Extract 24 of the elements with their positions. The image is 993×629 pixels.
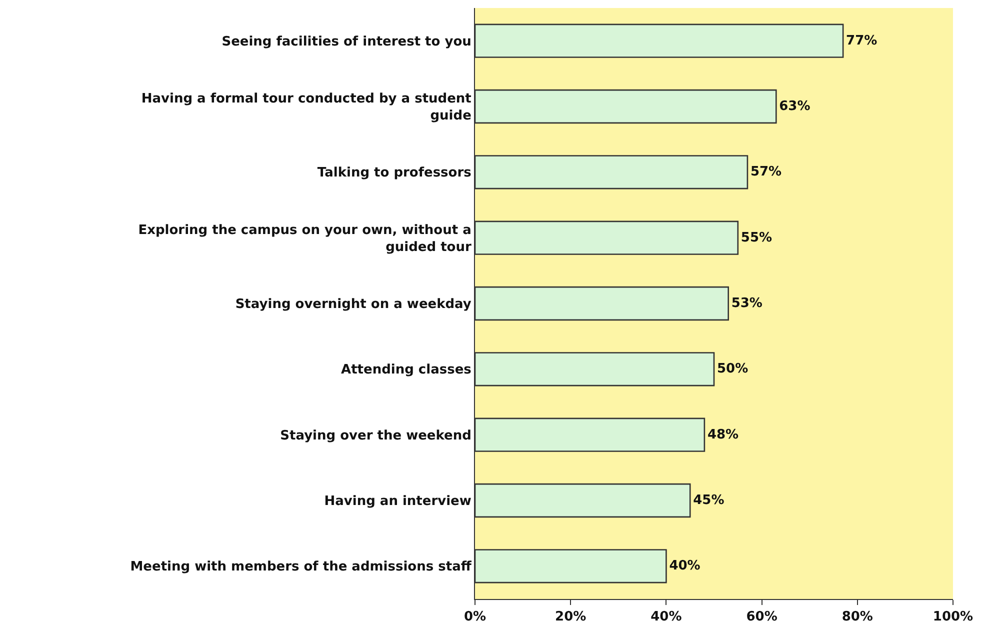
x-tick-label: 80% (842, 610, 873, 625)
y-tick-label: Talking to professors (317, 166, 472, 181)
x-tick-label: 40% (650, 610, 682, 625)
data-label: 40% (669, 558, 700, 574)
y-tick-label: Staying overnight on a weekday (235, 297, 472, 312)
x-tick-label: 60% (746, 610, 778, 625)
y-tick-label: Attending classes (341, 362, 472, 378)
x-tick-label: 100% (932, 610, 974, 625)
x-tick-label: 20% (555, 610, 586, 625)
data-label: 55% (740, 230, 772, 246)
x-tick-label: 0% (464, 610, 486, 625)
data-label: 48% (707, 427, 739, 442)
data-label: 53% (731, 296, 762, 311)
data-label: 57% (750, 164, 782, 180)
data-label: 77% (846, 33, 878, 48)
y-tick-label: Meeting with members of the admissions staff (130, 560, 472, 575)
data-label: 63% (779, 99, 810, 114)
data-label: 45% (693, 493, 724, 508)
data-label: 50% (717, 362, 748, 377)
y-tick-label: Having an interview (324, 494, 472, 510)
y-tick-label: Exploring the campus on your own, without a guided tour (138, 222, 472, 255)
y-tick-label: Staying over the weekend (280, 428, 472, 444)
y-tick-label: Having a formal tour conducted by a student guide (141, 92, 472, 124)
y-tick-label: Seeing facilities of interest to you (222, 34, 472, 50)
